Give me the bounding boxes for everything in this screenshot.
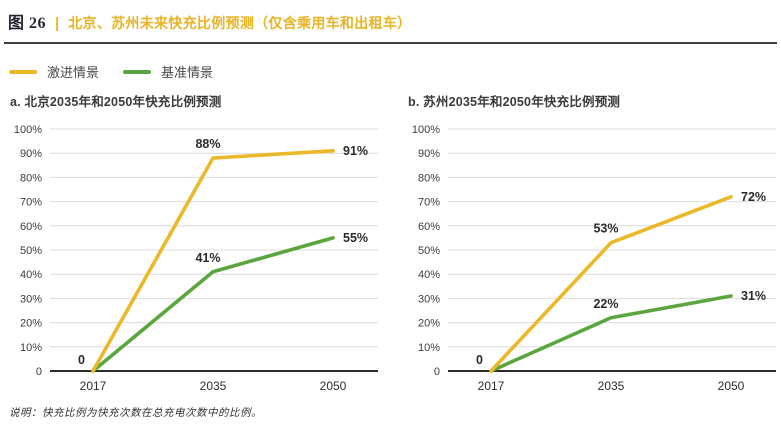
x-tick-label: 2050 xyxy=(320,379,347,393)
data-label: 0 xyxy=(78,353,85,367)
y-tick-label: 80% xyxy=(20,172,42,184)
figure-header: 图 26 | 北京、苏州未来快充比例预测（仅含乘用车和出租车） xyxy=(0,0,781,33)
series-line-aggressive xyxy=(91,148,335,373)
y-tick-label: 50% xyxy=(418,245,440,257)
x-tick-label: 2017 xyxy=(80,379,107,393)
series-line-aggressive xyxy=(489,194,733,373)
figure-number: 图 26 xyxy=(8,15,47,32)
y-tick-label: 10% xyxy=(20,342,42,354)
y-tick-label: 50% xyxy=(20,245,42,257)
header-divider xyxy=(4,42,777,44)
y-tick-label: 60% xyxy=(20,221,42,233)
aggressive-line-swatch-icon xyxy=(9,69,37,74)
data-label: 88% xyxy=(195,137,220,151)
y-tick-label: 20% xyxy=(20,318,42,330)
data-label: 55% xyxy=(343,231,368,245)
y-tick-label: 40% xyxy=(20,269,42,281)
y-tick-label: 40% xyxy=(418,269,440,281)
series-line-baseline xyxy=(489,294,733,373)
y-tick-label: 70% xyxy=(418,197,440,209)
data-label: 91% xyxy=(343,144,368,158)
x-tick-label: 2035 xyxy=(598,379,625,393)
legend-label-baseline: 基准情景 xyxy=(161,65,214,80)
x-tick-label: 2050 xyxy=(718,379,745,393)
y-tick-label: 90% xyxy=(20,148,42,160)
y-tick-label: 60% xyxy=(418,221,440,233)
series-line-baseline xyxy=(91,236,335,373)
y-tick-label: 100% xyxy=(14,124,42,136)
data-label: 0 xyxy=(476,353,483,367)
figure-title: 北京、苏州未来快充比例预测（仅含乘用车和出租车） xyxy=(68,15,412,31)
chart-subtitle-suzhou: b. 苏州2035年和2050年快充比例预测 xyxy=(408,95,621,109)
y-tick-label: 90% xyxy=(418,148,440,160)
y-tick-label: 10% xyxy=(418,342,440,354)
chart-panel-beijing: a. 北京2035年和2050年快充比例预测 0 10% 20% 30% 40% 50% 6… xyxy=(10,91,382,395)
y-tick-label: 80% xyxy=(418,172,440,184)
data-label: 72% xyxy=(741,190,766,204)
data-label: 22% xyxy=(593,297,618,311)
chart-subtitle-beijing: a. 北京2035年和2050年快充比例预测 xyxy=(10,95,222,109)
data-label: 53% xyxy=(593,222,618,236)
suzhou-line-chart: 0 10% 20% 30% 40% 50% 60% 70% 80% 90% 100% 2017 2035… xyxy=(412,124,776,393)
figure-footnote: 说明：快充比例为快充次数在总充电次数中的比例。 xyxy=(9,408,262,419)
y-tick-label: 0 xyxy=(434,366,440,378)
charts-row: a. 北京2035年和2050年快充比例预测 0 10% 20% 30% 40% 50% 6… xyxy=(0,81,781,395)
chart-legend: 激进情景 基准情景 xyxy=(0,44,781,81)
beijing-line-chart: 0 10% 20% 30% 40% 50% 60% 70% 80% 90% 100% 2017 2035… xyxy=(14,124,378,393)
chart-panel-suzhou: b. 苏州2035年和2050年快充比例预测 0 10% 20% 30% 40% 50% 6… xyxy=(408,91,780,395)
legend-label-aggressive: 激进情景 xyxy=(47,65,100,80)
legend-item-aggressive: 激进情景 xyxy=(9,62,99,81)
y-tick-label: 30% xyxy=(20,293,42,305)
y-tick-label: 100% xyxy=(412,124,440,136)
data-label: 41% xyxy=(195,251,220,265)
y-tick-label: 20% xyxy=(418,318,440,330)
y-tick-label: 70% xyxy=(20,197,42,209)
title-separator: | xyxy=(55,15,60,32)
data-label: 31% xyxy=(741,289,766,303)
x-tick-label: 2017 xyxy=(478,379,505,393)
x-tick-label: 2035 xyxy=(200,379,227,393)
legend-item-baseline: 基准情景 xyxy=(123,62,213,81)
y-tick-label: 30% xyxy=(418,293,440,305)
y-tick-label: 0 xyxy=(36,366,42,378)
baseline-line-swatch-icon xyxy=(123,69,152,74)
